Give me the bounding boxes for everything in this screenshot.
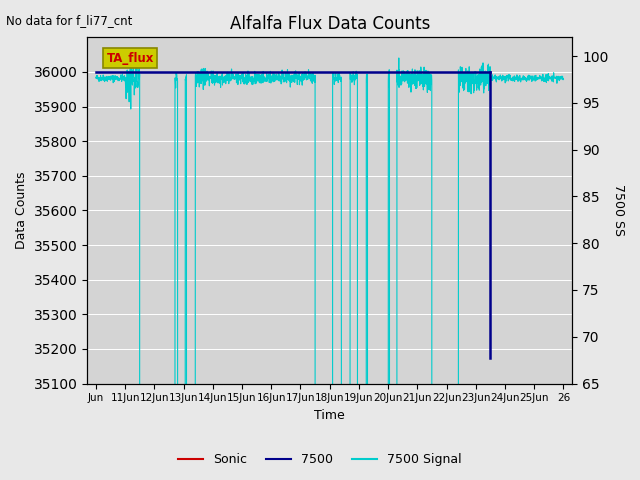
Title: Alfalfa Flux Data Counts: Alfalfa Flux Data Counts [230,15,430,33]
Y-axis label: Data Counts: Data Counts [15,172,28,249]
7500 Signal [129,48,137,54]
7500 Signal [547,76,554,82]
7500 Signal [461,86,468,92]
Y-axis label: 7500 SS: 7500 SS [612,184,625,237]
7500 Signal [559,77,567,83]
Text: TA_flux: TA_flux [106,51,154,65]
7500 Signal [307,78,315,84]
7500 Signal [116,76,124,82]
Legend: Sonic, 7500, 7500 Signal: Sonic, 7500, 7500 Signal [173,448,467,471]
Text: No data for f_li77_cnt: No data for f_li77_cnt [6,14,132,27]
Line: 7500 Signal: 7500 Signal [96,51,563,480]
7500 Signal [547,75,554,81]
X-axis label: Time: Time [314,409,345,422]
7500 Signal [92,74,100,80]
